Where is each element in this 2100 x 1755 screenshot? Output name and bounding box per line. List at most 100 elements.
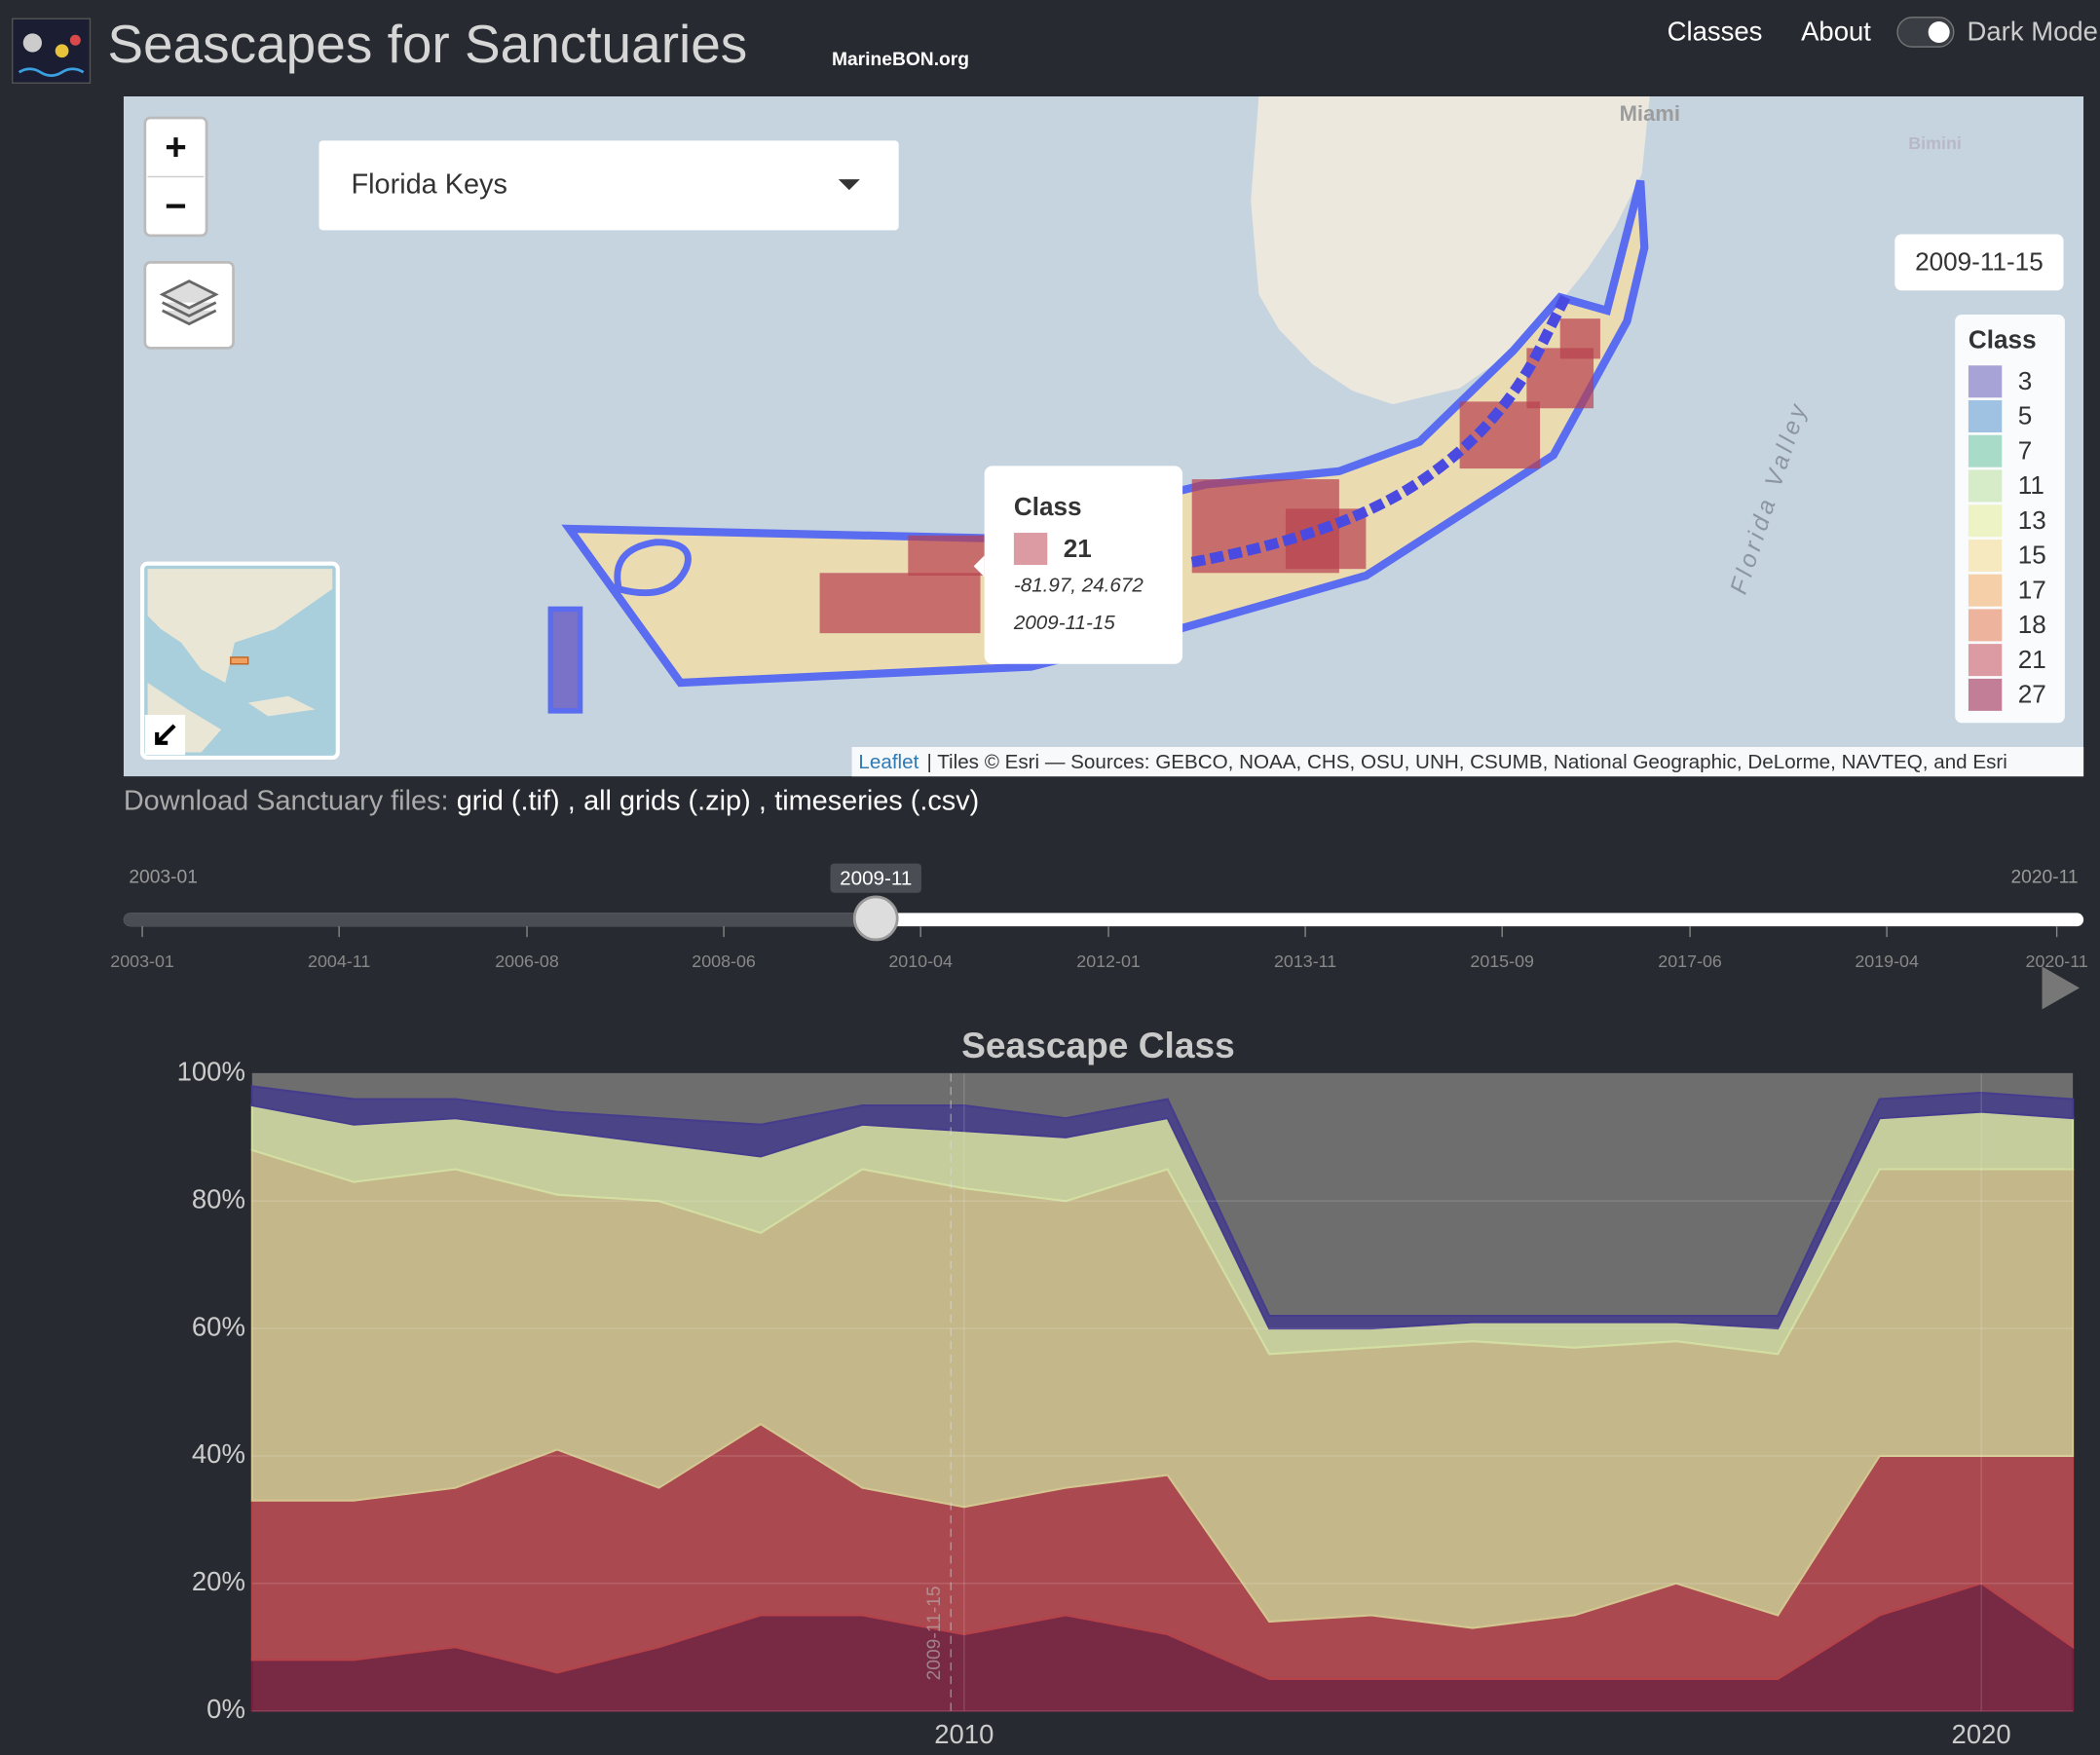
download-link[interactable]: grid (.tif) [457,785,560,816]
chart-title: Seascape Class [961,1025,1235,1065]
date-marker-label: 2009-11-15 [924,1586,945,1680]
legend-swatch [1968,678,2003,711]
class-cells [819,318,1600,634]
dropdown-value: Florida Keys [351,169,506,201]
download-link[interactable]: timeseries (.csv) [774,785,979,816]
slider-min: 2003-01 [129,868,198,888]
legend-label: 3 [2018,366,2033,395]
popup-swatch [1013,533,1048,566]
place-label: Miami [1620,101,1680,126]
logo-icon [55,44,69,58]
logo[interactable] [12,18,92,84]
app-title: Seascapes for Sanctuaries [107,14,747,74]
logo-wave [18,67,85,78]
area [250,1085,2075,1330]
legend-title: Class [1969,324,2037,354]
legend-label: 17 [2018,575,2046,604]
download-line: Download Sanctuary files: grid (.tif), all… [124,785,979,816]
slider-tick-label: 2010-04 [888,952,953,971]
seascape-chart: Seascape Class 0% 20% 40% 60% 80% 100% 2010 202… [177,1025,2075,1749]
y-tick-label: 40% [192,1438,245,1469]
subtitle-link[interactable]: MarineBON.org [832,50,969,70]
date-badge [1894,234,2064,291]
sanctuary-boundary [614,539,692,597]
map-land [1251,95,1650,405]
y-tick-label: 100% [177,1057,245,1087]
legend-swatch [1968,539,2003,572]
popup-title: Class [1014,492,1082,521]
slider-tick-label: 2003-01 [110,952,174,971]
legend-swatch [1968,365,2003,398]
legend-label: 13 [2018,505,2046,535]
class-cell [1559,318,1600,359]
slider-tick-label: 2015-09 [1470,952,1534,971]
slider-value-badge [830,863,921,893]
logo-box [12,18,92,84]
slider-tick-label: 2006-08 [495,952,559,971]
zoom-out[interactable]: − [165,186,186,228]
download-link[interactable]: , [759,785,767,816]
minimap-land [147,569,333,684]
slider-tick-label: 2020-11 [2026,952,2088,971]
legend-swatch [1968,399,2003,432]
attribution-link[interactable]: Leaflet [858,751,919,773]
popup-coords: -81.97, 24.672 [1014,574,1144,596]
download-link[interactable]: , [568,785,576,816]
slider-tick-label: 2012-01 [1076,952,1141,971]
y-tick-label: 0% [206,1694,245,1724]
slider-value: 2009-11 [840,867,912,889]
map[interactable]: Miami Bimini Florida Valley + − Florida … [123,95,2084,777]
popup-value: 21 [1064,534,1092,563]
legend-swatch [1968,609,2003,642]
minimap-toggle-icon [155,724,176,745]
y-tick-label: 20% [192,1566,245,1596]
x-tick-label: 2020 [1952,1719,2011,1749]
legend-label: 15 [2018,541,2046,570]
class-cell [819,573,981,634]
legend-label: 21 [2018,645,2046,674]
slider-tick-label: 2017-06 [1658,952,1722,971]
date-badge-text: 2009-11-15 [1915,247,2044,277]
region-dropdown[interactable] [319,140,899,231]
play-button[interactable] [2042,966,2081,1010]
attribution-text: | Tiles © Esri — Sources: GEBCO, NOAA, C… [927,751,2007,773]
download-label: Download Sanctuary files: [124,785,449,816]
slider-tick-label: 2019-04 [1855,952,1919,971]
legend-label: 5 [2018,401,2033,430]
slider-max: 2020-11 [2010,868,2078,888]
slider-fill [123,913,877,927]
legend-swatch [1968,434,2003,467]
legend-swatch [1968,644,2003,677]
minimap-viewport [230,656,249,665]
logo-icon [69,34,81,46]
time-slider[interactable]: 2003-01 2020-11 2003-01 2004-11 2006-08 2008-… [110,863,2088,971]
slider-tick-label: 2013-11 [1274,952,1336,971]
nav-link[interactable]: Dark Mode [1968,17,2098,47]
toggle-knob [1928,20,1950,43]
download-link[interactable]: all grids (.zip) [583,785,751,816]
slider-tick-label: 2008-06 [692,952,756,971]
nav-link[interactable]: About [1801,17,1871,47]
y-tick-label: 60% [192,1311,245,1341]
layers-button[interactable] [143,261,235,350]
reef-line [1190,291,1572,568]
zoom-in[interactable]: + [165,127,186,168]
nav-link[interactable]: Classes [1668,17,1763,47]
slider-tick-label: 2004-11 [308,952,370,971]
legend-label: 7 [2018,435,2033,465]
popup-tip [973,555,985,578]
logo-icon [22,33,42,53]
class-cell [908,535,989,577]
legend-items: 3 5 7 11 13 15 17 18 21 27 [1968,365,2046,711]
y-tick-label: 80% [192,1183,245,1214]
x-tick-label: 2010 [934,1719,994,1749]
minimap-land [147,683,316,753]
legend-label: 18 [2018,610,2046,639]
legend-swatch [1968,469,2003,503]
dropdown-caret [838,179,860,191]
place-label: Bimini [1908,133,1962,153]
slider-handle[interactable] [852,895,899,942]
legend-label: 11 [2018,470,2044,500]
